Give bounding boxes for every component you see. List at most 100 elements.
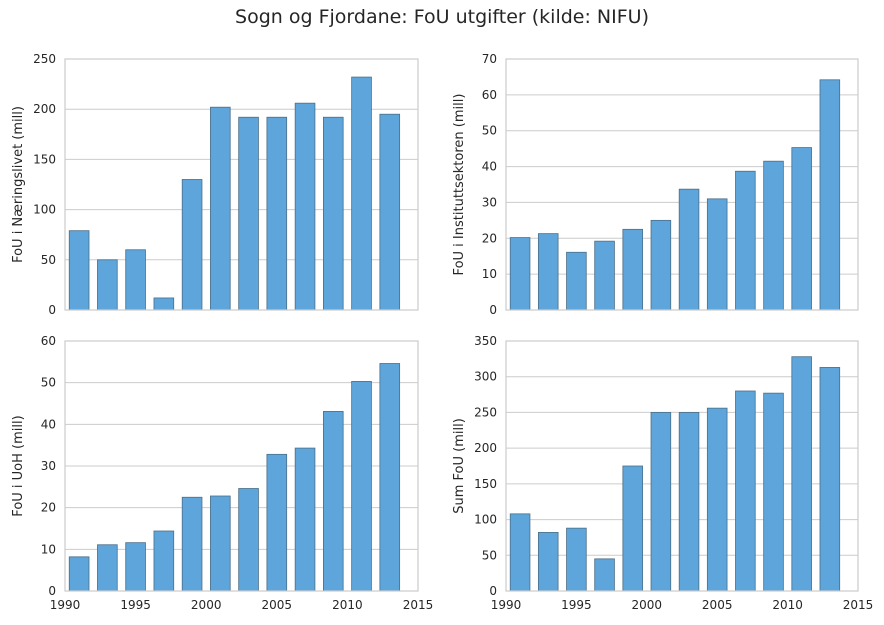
y-tick-label: 0 bbox=[48, 584, 56, 598]
y-tick-label: 50 bbox=[41, 376, 56, 390]
y-tick-label: 30 bbox=[482, 195, 497, 209]
x-tick-label: 2000 bbox=[632, 598, 663, 612]
bar bbox=[351, 76, 372, 311]
bar bbox=[819, 367, 841, 592]
y-tick-label: 10 bbox=[41, 542, 56, 556]
y-tick-label: 40 bbox=[482, 160, 497, 174]
bar bbox=[153, 530, 175, 592]
y-tick-label: 50 bbox=[41, 253, 56, 267]
x-tick-label: 1990 bbox=[491, 598, 522, 612]
bar bbox=[238, 488, 259, 592]
y-axis-label: FoU i UoH (mill) bbox=[11, 415, 26, 516]
bar bbox=[566, 527, 587, 592]
y-tick-label: 60 bbox=[41, 334, 56, 348]
bar bbox=[351, 381, 372, 592]
x-tick-label: 2005 bbox=[262, 598, 293, 612]
bar bbox=[594, 558, 615, 592]
y-tick-label: 10 bbox=[482, 267, 497, 281]
bar bbox=[566, 251, 587, 311]
bar bbox=[322, 411, 344, 592]
bar bbox=[735, 170, 756, 311]
y-tick-label: 200 bbox=[33, 102, 56, 116]
bar bbox=[763, 160, 784, 311]
figure-title: Sogn og Fjordane: FoU utgifter (kilde: N… bbox=[235, 6, 649, 28]
bar bbox=[706, 198, 728, 311]
bar bbox=[509, 237, 531, 311]
y-tick-label: 20 bbox=[482, 231, 497, 245]
x-tick-label: 2010 bbox=[332, 598, 363, 612]
x-tick-label: 1995 bbox=[561, 598, 592, 612]
y-tick-label: 0 bbox=[489, 584, 497, 598]
bar bbox=[153, 297, 175, 311]
y-tick-label: 50 bbox=[482, 548, 497, 562]
plot-frame bbox=[64, 58, 419, 311]
bar bbox=[238, 116, 259, 311]
y-tick-label: 350 bbox=[474, 334, 497, 348]
subplot-4: 0 50 100 150 200 250 300 350 1990 1995 2000 2005 201… bbox=[452, 334, 873, 612]
y-tick-label: 0 bbox=[489, 303, 497, 317]
subplot-2: 0 10 20 30 40 50 60 70 FoU i Instituttsektoren (… bbox=[452, 52, 859, 317]
bar bbox=[622, 228, 643, 311]
x-tick-label: 1995 bbox=[120, 598, 151, 612]
y-tick-label: 200 bbox=[474, 441, 497, 455]
bar bbox=[68, 230, 90, 311]
y-tick-label: 100 bbox=[474, 513, 497, 527]
bar bbox=[537, 532, 559, 592]
bar bbox=[791, 147, 812, 311]
subplot-3: 0 10 20 30 40 50 60 1990 1995 2000 2005 2010 2015 FoU… bbox=[11, 334, 433, 612]
y-tick-label: 250 bbox=[33, 52, 56, 66]
bar bbox=[210, 106, 231, 311]
bar bbox=[379, 113, 401, 311]
bar bbox=[97, 259, 118, 311]
x-tick-label: 2005 bbox=[702, 598, 733, 612]
bar bbox=[125, 249, 146, 311]
bar bbox=[509, 513, 531, 592]
x-tick-label: 2000 bbox=[191, 598, 222, 612]
y-axis-label: Sum FoU (mill) bbox=[452, 418, 467, 514]
bar bbox=[294, 102, 316, 311]
plot-frame bbox=[505, 58, 859, 311]
y-tick-label: 50 bbox=[482, 124, 497, 138]
bar bbox=[125, 542, 146, 592]
subplot-1: 0 50 100 150 200 250 FoU i Næringslivet (mill) bbox=[11, 52, 419, 317]
bar bbox=[181, 496, 203, 592]
bar bbox=[819, 79, 841, 311]
y-tick-label: 300 bbox=[474, 370, 497, 384]
y-tick-label: 0 bbox=[48, 303, 56, 317]
y-tick-label: 150 bbox=[474, 477, 497, 491]
x-tick-label: 2010 bbox=[772, 598, 803, 612]
x-tick-label: 1990 bbox=[50, 598, 81, 612]
bar bbox=[379, 363, 401, 592]
y-tick-label: 70 bbox=[482, 52, 497, 66]
y-tick-label: 100 bbox=[33, 203, 56, 217]
y-tick-label: 40 bbox=[41, 417, 56, 431]
bar bbox=[763, 392, 784, 592]
plot-frame bbox=[64, 340, 419, 592]
y-axis-label: FoU i Næringslivet (mill) bbox=[11, 106, 26, 263]
bar bbox=[266, 453, 288, 592]
bar bbox=[650, 219, 672, 311]
bar bbox=[622, 465, 643, 592]
bar bbox=[678, 412, 700, 592]
plot-frame bbox=[505, 340, 859, 592]
y-tick-label: 60 bbox=[482, 88, 497, 102]
bar bbox=[294, 447, 316, 592]
y-tick-label: 30 bbox=[41, 459, 56, 473]
y-tick-label: 20 bbox=[41, 501, 56, 515]
bar bbox=[706, 407, 728, 592]
y-tick-label: 150 bbox=[33, 152, 56, 166]
y-tick-label: 250 bbox=[474, 405, 497, 419]
bar bbox=[210, 495, 231, 592]
bar bbox=[68, 556, 90, 592]
bar bbox=[735, 390, 756, 592]
bar bbox=[791, 356, 812, 592]
x-tick-label: 2015 bbox=[843, 598, 874, 612]
bar bbox=[181, 179, 203, 311]
x-tick-label: 2015 bbox=[403, 598, 434, 612]
bar bbox=[678, 188, 700, 311]
bar bbox=[650, 412, 672, 592]
bar bbox=[322, 116, 344, 311]
bar bbox=[537, 233, 559, 311]
bar bbox=[266, 116, 288, 311]
